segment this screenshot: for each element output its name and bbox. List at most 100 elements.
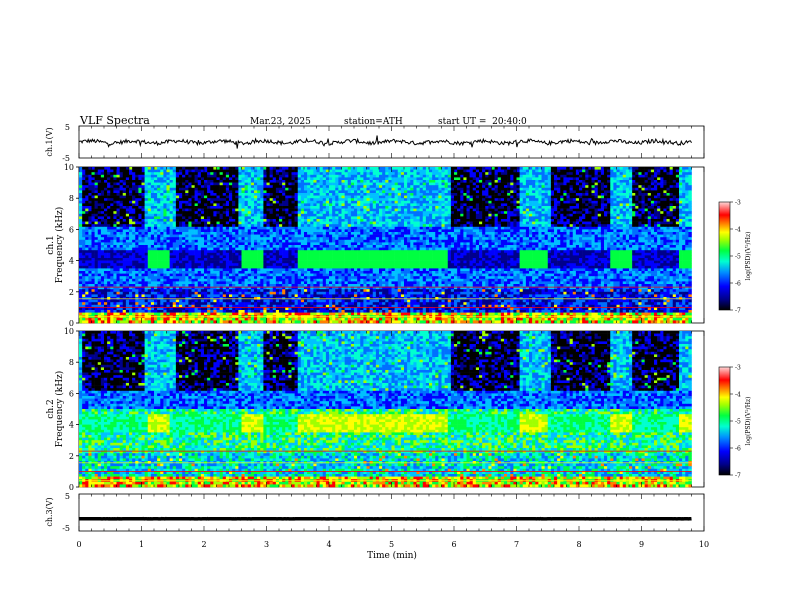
spectrogram-cell bbox=[138, 229, 142, 233]
spectrogram-cell bbox=[435, 226, 439, 230]
spectrogram-cell bbox=[366, 226, 370, 230]
spectrogram-cell bbox=[569, 206, 574, 209]
spectrogram-cell bbox=[282, 221, 286, 225]
spectrogram-cell bbox=[597, 187, 602, 191]
spectrogram-cell bbox=[513, 180, 517, 183]
spectrogram-cell bbox=[482, 185, 486, 189]
spectrogram-cell bbox=[485, 193, 489, 196]
spectrogram-cell bbox=[654, 200, 658, 204]
spectrogram-cell bbox=[535, 203, 539, 207]
spectrogram-cell bbox=[507, 208, 511, 212]
spectrogram-cell bbox=[400, 177, 405, 181]
spectrogram-cell bbox=[257, 216, 261, 220]
spectrogram-cell bbox=[488, 200, 492, 204]
spectrogram-cell bbox=[685, 219, 689, 222]
spectrogram-cell bbox=[213, 216, 217, 220]
spectrogram-cell bbox=[475, 177, 480, 181]
spectrogram-cell bbox=[254, 206, 258, 209]
spectrogram-cell bbox=[82, 169, 86, 173]
spectrogram-cell bbox=[194, 208, 199, 212]
spectrogram-cell bbox=[97, 185, 102, 189]
spectrogram-cell bbox=[244, 193, 249, 196]
spectrogram-cell bbox=[410, 203, 414, 207]
spectrogram-cell bbox=[169, 216, 174, 220]
spectrogram-cell bbox=[600, 193, 605, 196]
spectrogram-cell bbox=[444, 167, 449, 170]
spectrogram-cell bbox=[163, 182, 167, 186]
spectrogram-cell bbox=[182, 213, 186, 217]
spectrogram-cell bbox=[597, 198, 602, 202]
spectrogram-cell bbox=[319, 224, 324, 228]
spectrogram-cell bbox=[254, 174, 258, 178]
spectrogram-cell bbox=[185, 198, 189, 202]
spectrogram-cell bbox=[319, 208, 324, 212]
spectrogram-cell bbox=[435, 180, 439, 183]
spectrogram-cell bbox=[85, 195, 89, 199]
spectrogram-cell bbox=[510, 200, 514, 204]
spectrogram-cell bbox=[391, 174, 395, 178]
spectrogram-cell bbox=[104, 180, 108, 183]
spectrogram-cell bbox=[619, 180, 624, 183]
spectrogram-cell bbox=[163, 232, 167, 235]
spectrogram-cell bbox=[357, 224, 361, 228]
spectrogram-cell bbox=[216, 180, 220, 183]
spectrogram-cell bbox=[188, 232, 192, 235]
spectrogram-cell bbox=[219, 216, 224, 220]
spectrogram-cell bbox=[500, 211, 505, 215]
spectrogram-cell bbox=[610, 203, 614, 207]
spectrogram-cell bbox=[344, 224, 349, 228]
spectrogram-cell bbox=[347, 224, 352, 228]
spectrogram-cell bbox=[310, 206, 314, 209]
spectrogram-cell bbox=[579, 190, 583, 194]
spectrogram-cell bbox=[416, 208, 420, 212]
spectrogram-cell bbox=[304, 208, 308, 212]
spectrogram-cell bbox=[538, 169, 542, 173]
spectrogram-cell bbox=[625, 203, 630, 207]
spectrogram-cell bbox=[100, 219, 105, 222]
spectrogram-cell bbox=[322, 182, 327, 186]
spectrogram-cell bbox=[260, 195, 264, 199]
spectrogram-cell bbox=[397, 226, 402, 230]
spectrogram-cell bbox=[407, 190, 411, 194]
spectrogram-cell bbox=[454, 172, 458, 176]
spectrogram-cell bbox=[85, 190, 89, 194]
spectrogram-cell bbox=[288, 177, 292, 181]
spectrogram-cell bbox=[629, 195, 633, 199]
spectrogram-cell bbox=[188, 198, 192, 202]
spectrogram-cell bbox=[291, 172, 295, 176]
spectrogram-cell bbox=[344, 174, 349, 178]
spectrogram-cell bbox=[247, 172, 252, 176]
spectrogram-cell bbox=[679, 182, 683, 186]
spectrogram-cell bbox=[357, 193, 361, 196]
spectrogram-cell bbox=[119, 182, 124, 186]
spectrogram-cell bbox=[554, 167, 558, 170]
spectrogram-cell bbox=[397, 195, 402, 199]
spectrogram-cell bbox=[157, 229, 161, 233]
spectrogram-cell bbox=[241, 177, 245, 181]
spectrogram-cell bbox=[141, 198, 145, 202]
spectrogram-cell bbox=[497, 182, 502, 186]
spectrogram-cell bbox=[316, 219, 320, 222]
spectrogram-cell bbox=[266, 182, 270, 186]
spectrogram-cell bbox=[575, 198, 580, 202]
spectrogram-cell bbox=[519, 190, 524, 194]
spectrogram-cell bbox=[432, 198, 436, 202]
spectrogram-cell bbox=[307, 177, 311, 181]
spectrogram-cell bbox=[613, 226, 617, 230]
spectrogram-cell bbox=[660, 229, 664, 233]
spectrogram-cell bbox=[682, 221, 686, 225]
spectrogram-cell bbox=[257, 177, 261, 181]
spectrogram-cell bbox=[685, 174, 689, 178]
spectrogram-cell bbox=[200, 167, 205, 170]
spectrogram-cell bbox=[413, 195, 417, 199]
spectrogram-cell bbox=[469, 203, 474, 207]
spectrogram-cell bbox=[582, 190, 586, 194]
spectrogram-cell bbox=[566, 229, 570, 233]
spectrogram-cell bbox=[582, 198, 586, 202]
spectrogram-cell bbox=[460, 221, 464, 225]
spectrogram-cell bbox=[257, 174, 261, 178]
spectrogram-cell bbox=[322, 229, 327, 233]
spectrogram-cell bbox=[407, 211, 411, 215]
spectrogram-cell bbox=[250, 226, 255, 230]
spectrogram-cell bbox=[494, 208, 499, 212]
